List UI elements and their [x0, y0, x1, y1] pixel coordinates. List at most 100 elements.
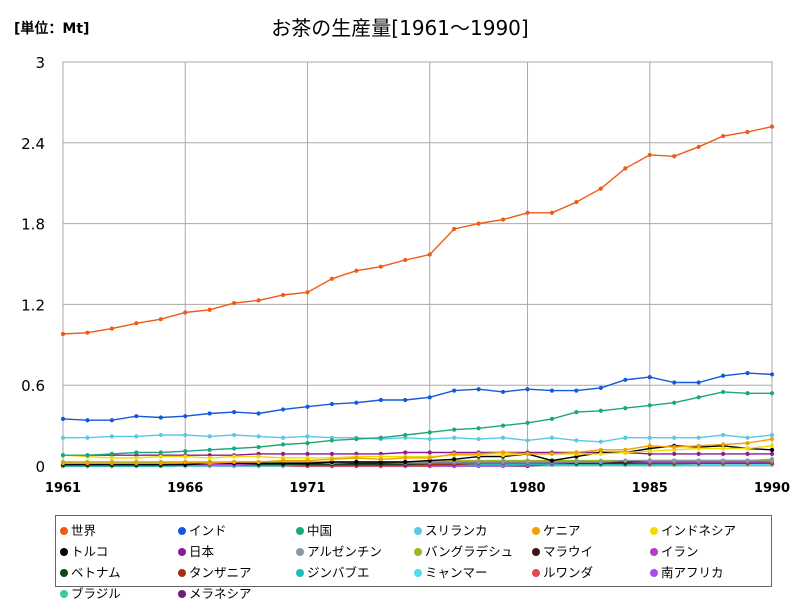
data-point [403, 459, 408, 465]
data-point [403, 450, 408, 455]
data-point [721, 446, 726, 451]
data-point [696, 435, 701, 440]
data-point [232, 410, 237, 415]
line-chart: 0 0.6 1.2 1.8 2.4 3 1961 1966 1971 1976 1980 1985 19… [21, 54, 790, 496]
legend-marker [414, 527, 422, 535]
data-point [672, 380, 677, 385]
data-point [207, 307, 212, 312]
series-line [63, 438, 773, 465]
data-point [158, 454, 163, 459]
plot-frame [62, 61, 773, 467]
data-point [549, 451, 555, 456]
legend-item: バングラデシュ [414, 541, 532, 562]
data-point [85, 435, 90, 440]
data-point [305, 458, 310, 463]
data-point [378, 435, 383, 440]
data-point [574, 388, 579, 393]
data-point [647, 375, 652, 380]
series-5 [60, 436, 775, 466]
data-point [476, 459, 481, 465]
data-point [183, 432, 188, 438]
data-point [134, 461, 139, 466]
data-point [769, 124, 775, 129]
data-point [329, 438, 335, 443]
data-point [403, 257, 408, 263]
data-point [207, 461, 212, 466]
data-point [696, 451, 701, 456]
legend-marker [532, 569, 540, 577]
data-point [427, 450, 432, 455]
data-point [378, 264, 383, 269]
data-point [745, 458, 750, 463]
data-point [745, 441, 750, 446]
data-point [476, 436, 481, 442]
data-point [574, 410, 579, 415]
data-point [574, 459, 579, 465]
data-point [427, 252, 432, 257]
legend-label: マラウイ [543, 544, 594, 559]
data-point [354, 268, 359, 273]
legend-item: インドネシア [650, 520, 768, 541]
data-point [696, 443, 701, 448]
data-point [134, 414, 139, 419]
legend-label: ケニア [543, 523, 581, 538]
legend-label: メラネシア [189, 586, 252, 601]
legend-marker [296, 548, 304, 556]
data-point [769, 443, 775, 448]
data-point [232, 459, 237, 465]
data-point [183, 449, 188, 454]
series-line [62, 372, 773, 421]
legend-label: ジンバブエ [307, 565, 370, 580]
x-tick-label: 1985 [632, 481, 668, 496]
data-point [647, 449, 652, 454]
data-point [769, 432, 775, 438]
data-point [256, 298, 261, 303]
data-point [745, 370, 750, 376]
legend-label: インドネシア [661, 523, 737, 538]
data-point [598, 385, 603, 390]
data-point [256, 411, 261, 416]
y-tick-label: 1.8 [21, 216, 45, 234]
legend-marker [650, 527, 658, 535]
series-2 [60, 370, 775, 423]
data-point [452, 457, 457, 462]
data-point [207, 455, 212, 461]
data-point [109, 434, 114, 439]
legend-item: イラン [650, 541, 768, 562]
data-point [134, 434, 139, 439]
data-point [525, 451, 530, 456]
data-point [623, 435, 628, 440]
data-point [769, 447, 775, 452]
data-point [329, 276, 335, 281]
data-point [647, 435, 652, 440]
data-point [769, 372, 775, 377]
data-point [452, 226, 457, 232]
data-point [745, 451, 750, 456]
data-point [232, 300, 237, 306]
legend-marker [60, 590, 68, 598]
x-tick-label: 1990 [754, 481, 790, 496]
data-point [427, 436, 432, 442]
data-point [329, 457, 335, 462]
data-point [183, 459, 188, 465]
legend-item: 世界 [60, 520, 178, 541]
legend-label: トルコ [71, 544, 109, 559]
legend-item: ベトナム [60, 562, 178, 583]
data-point [427, 430, 432, 435]
data-point [696, 144, 701, 149]
legend-marker [60, 548, 68, 556]
legend-item: インド [178, 520, 296, 541]
data-point [134, 455, 139, 461]
data-point [280, 292, 286, 298]
data-point [500, 423, 506, 428]
data-point [623, 405, 628, 411]
legend-label: ベトナム [71, 565, 121, 580]
legend-item: ジンバブエ [296, 562, 414, 583]
legend-item: 中国 [296, 520, 414, 541]
legend-marker [414, 569, 422, 577]
data-point [647, 443, 652, 448]
data-point [672, 451, 677, 456]
data-point [549, 210, 555, 215]
series-1 [60, 124, 775, 337]
data-point [672, 445, 677, 450]
